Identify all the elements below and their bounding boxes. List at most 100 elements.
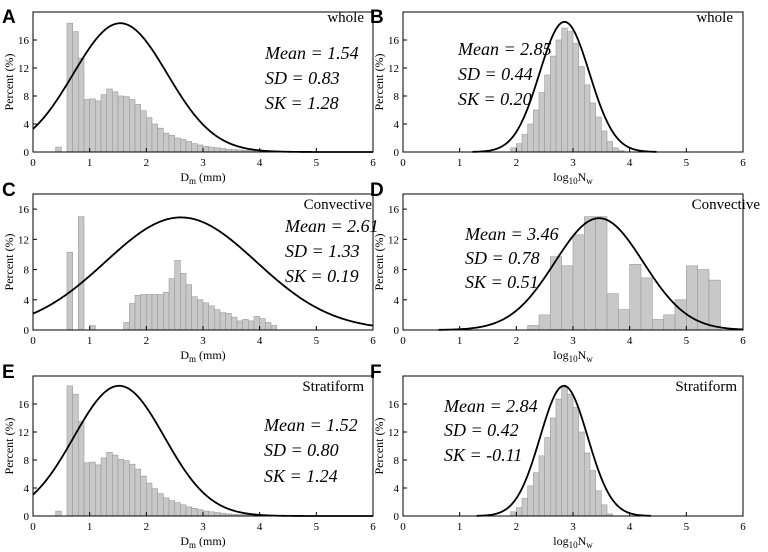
histogram-bar (180, 139, 187, 153)
histogram-bar (561, 27, 568, 153)
x-axis-label-sub: m (189, 540, 196, 550)
panel-category-label: Convective (304, 197, 373, 213)
histogram-bar (584, 84, 591, 153)
x-tick-label: 1 (457, 335, 463, 347)
x-tick-label: 4 (627, 521, 633, 533)
stat-annotation: Mean = 2.84 (443, 396, 538, 416)
x-tick-label: 0 (30, 521, 36, 533)
histogram-bar (555, 398, 562, 517)
stat-annotation: Mean = 2.61 (284, 216, 379, 236)
histogram-bar (214, 309, 221, 331)
histogram-bar (112, 454, 119, 517)
histogram-bar (214, 512, 221, 517)
histogram-bar (55, 510, 62, 517)
histogram-bar (151, 294, 158, 331)
y-tick-label: 8 (24, 455, 30, 467)
y-tick-label: 4 (24, 119, 30, 131)
histogram-bar (117, 95, 124, 153)
y-tick-label: 12 (18, 63, 29, 75)
histogram-bar (174, 137, 181, 153)
x-tick-label: 0 (400, 335, 406, 347)
histogram-bar (516, 507, 523, 517)
x-axis-label-main: log (553, 348, 568, 362)
histogram-bar (197, 299, 204, 331)
y-axis-label: Percent (%) (2, 54, 16, 111)
histogram-bar (174, 260, 181, 331)
histogram-bar (157, 493, 164, 517)
histogram-bar (89, 98, 96, 153)
histogram-bar (72, 393, 79, 517)
x-axis-label-sub: m (189, 176, 196, 186)
x-tick-label: 1 (457, 521, 463, 533)
histogram-bar (95, 464, 102, 517)
histogram-bar (168, 500, 175, 517)
histogram-bar (191, 507, 198, 517)
histogram-bar (123, 460, 130, 517)
histogram-bar (561, 386, 568, 517)
x-tick-label: 5 (314, 157, 320, 169)
histogram-bar (146, 117, 153, 153)
histogram-bar (618, 309, 630, 331)
normal-fit-curve (472, 20, 657, 153)
histogram-bar (538, 455, 545, 517)
stat-annotation: SK = 0.19 (285, 266, 359, 286)
histogram-bar (197, 144, 204, 153)
y-tick-label: 8 (24, 91, 30, 103)
histogram-bar (163, 291, 170, 331)
histogram-bar (208, 146, 215, 153)
x-tick-label: 3 (570, 157, 576, 169)
y-axis-label: Percent (%) (2, 418, 16, 475)
histogram-bar (629, 263, 642, 331)
stat-annotation: Mean = 1.54 (264, 43, 359, 63)
stat-annotation: SK = 0.20 (458, 89, 532, 109)
y-tick-label: 4 (394, 483, 400, 495)
histogram-bar (555, 39, 562, 153)
histogram-bar (106, 88, 113, 153)
y-axis-label: Percent (%) (372, 418, 386, 475)
x-tick-label: 6 (740, 335, 746, 347)
x-tick-label: 2 (514, 157, 520, 169)
histogram-bar (129, 303, 136, 331)
y-tick-label: 8 (394, 265, 400, 277)
histogram-bar (510, 147, 517, 153)
x-tick-label: 6 (370, 157, 376, 169)
histogram-bar (168, 134, 175, 153)
stat-annotation: SD = 0.80 (264, 440, 339, 460)
x-axis-label-main: log (553, 534, 568, 548)
y-tick-label: 8 (394, 91, 400, 103)
histogram-bar (185, 506, 192, 517)
x-tick-label: 2 (144, 157, 150, 169)
y-axis-label: Percent (%) (372, 54, 386, 111)
y-tick-label: 16 (18, 204, 30, 216)
histogram-bar (100, 457, 107, 517)
histogram-bar (151, 488, 158, 517)
histogram-bar (612, 147, 619, 153)
histogram-bar (544, 74, 551, 153)
histogram-bar (550, 55, 557, 153)
stat-annotation: SK = 1.24 (264, 466, 338, 486)
histogram-bar (527, 123, 534, 153)
histogram-bar (146, 482, 153, 517)
y-tick-label: 0 (394, 325, 400, 337)
histogram-bar (95, 100, 102, 153)
histogram-bar (601, 504, 608, 517)
x-tick-label: 3 (570, 521, 576, 533)
histogram-bar (89, 461, 96, 517)
histogram-bar (248, 320, 255, 331)
histogram-bar (146, 294, 153, 331)
y-tick-label: 12 (388, 234, 399, 246)
x-axis-label: Dm (mm) (180, 534, 225, 550)
histogram-bar (163, 497, 170, 517)
panel-letter: B (370, 7, 384, 28)
histogram-bar (663, 314, 676, 331)
histogram-bar (606, 141, 613, 153)
histogram-bar (83, 462, 90, 517)
histogram-bar (533, 109, 540, 153)
histogram-bar (180, 273, 187, 331)
x-axis-label: Dm (mm) (180, 170, 225, 186)
histogram-bar (595, 490, 602, 517)
